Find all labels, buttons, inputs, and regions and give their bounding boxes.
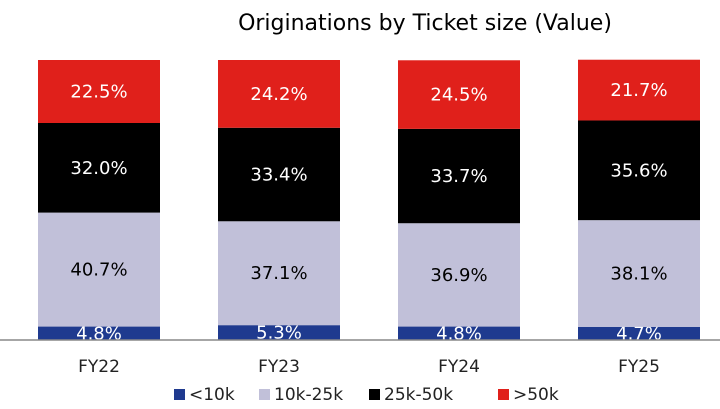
- value-label: 24.5%: [430, 85, 487, 106]
- value-label: 37.1%: [250, 263, 307, 284]
- legend-swatch: [369, 389, 380, 400]
- value-label: 33.7%: [430, 166, 487, 187]
- bar-segment: [38, 212, 160, 327]
- bar-segment: [218, 60, 340, 128]
- legend-label: >50k: [513, 385, 559, 405]
- chart-title: Originations by Ticket size (Value): [238, 11, 612, 36]
- bar-segment: [578, 220, 700, 327]
- value-label: 40.7%: [70, 260, 127, 281]
- value-label: 35.6%: [610, 160, 667, 181]
- bar-segment: [398, 60, 520, 129]
- bar-segment: [398, 326, 520, 340]
- bar-segment: [398, 128, 520, 224]
- bar-segment: [578, 120, 700, 221]
- value-label: 24.2%: [250, 84, 307, 105]
- x-tick-label: FY23: [258, 357, 300, 377]
- bar-segment: [38, 60, 160, 123]
- legend-label: 10k-25k: [274, 385, 343, 405]
- legend-swatch: [174, 389, 185, 400]
- bar-segment: [578, 59, 700, 121]
- value-label: 36.9%: [430, 265, 487, 286]
- legend-swatch: [259, 389, 270, 400]
- bar-segment: [38, 326, 160, 340]
- legend-label: <10k: [189, 385, 235, 405]
- value-label: 4.8%: [76, 323, 122, 344]
- value-label: 21.7%: [610, 80, 667, 101]
- value-label: 4.8%: [436, 323, 482, 344]
- value-label: 33.4%: [250, 165, 307, 186]
- bar-segment: [218, 221, 340, 326]
- bar-segment: [38, 123, 160, 213]
- x-tick-label: FY22: [78, 357, 120, 377]
- bar-segment: [578, 326, 700, 340]
- value-label: 32.0%: [70, 158, 127, 179]
- value-label: 22.5%: [70, 82, 127, 103]
- legend-label: 25k-50k: [384, 385, 453, 405]
- bar-segment: [218, 325, 340, 340]
- value-label: 38.1%: [610, 264, 667, 285]
- x-tick-label: FY24: [438, 357, 480, 377]
- value-label: 4.7%: [616, 323, 662, 344]
- bar-segment: [218, 127, 340, 222]
- bar-segment: [398, 223, 520, 327]
- value-label: 5.3%: [256, 323, 302, 344]
- x-tick-label: FY25: [618, 357, 660, 377]
- legend-swatch: [498, 389, 509, 400]
